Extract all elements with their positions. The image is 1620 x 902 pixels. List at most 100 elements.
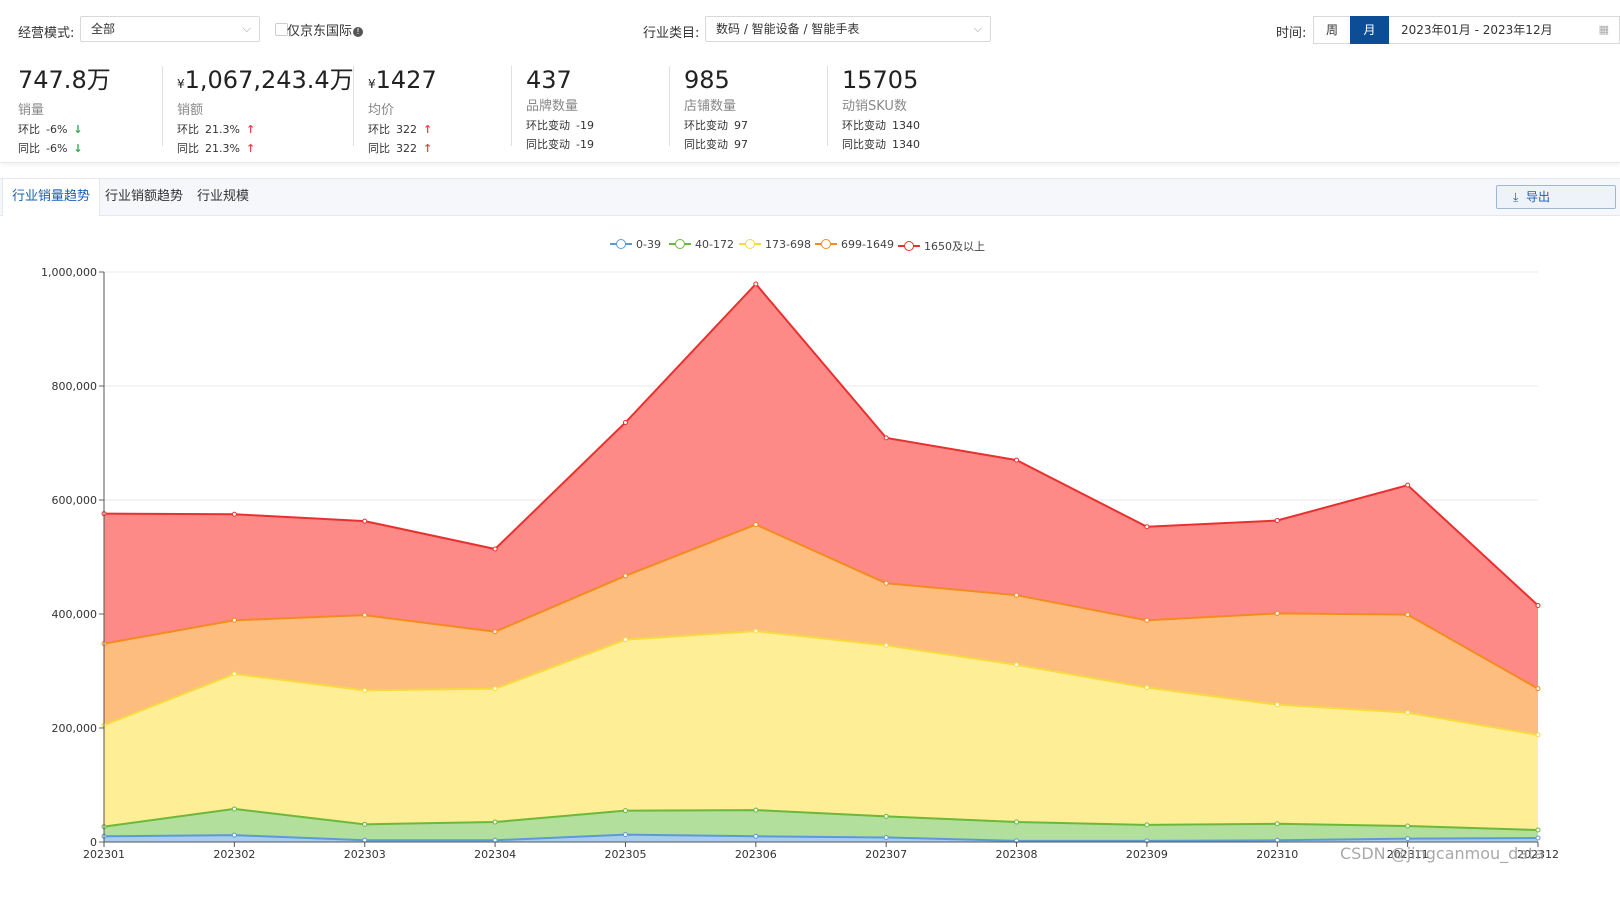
mode-select[interactable]: 全部 ⌵ xyxy=(80,16,260,42)
yoy-value: 1340 xyxy=(892,138,920,151)
data-point xyxy=(231,617,237,623)
data-point xyxy=(1274,837,1280,843)
tab-industry-scale[interactable]: 行业规模 xyxy=(197,189,250,204)
y-tick-label: 800,000 xyxy=(52,380,98,393)
legend-item-40-172[interactable]: 40-172 xyxy=(669,238,734,251)
yoy-label: 同比变动 xyxy=(684,138,728,151)
mom-label: 环比 xyxy=(177,123,199,136)
export-button[interactable]: ⤓ 导出 xyxy=(1496,185,1616,209)
metric-brand-count: 437 品牌数量 环比变动 -19 同比变动 -19 xyxy=(526,62,600,151)
metric-name: 店铺数量 xyxy=(684,99,737,114)
mom-value: 21.3% xyxy=(205,123,240,136)
watermark: CSDN @jingcanmou_data xyxy=(1340,844,1545,863)
data-point xyxy=(1144,822,1150,828)
data-point xyxy=(1274,821,1280,827)
metric-sales-volume: 747.8万 销量 环比 -6% ↓ 同比 -6% ↓ xyxy=(18,62,111,155)
data-point xyxy=(883,642,889,648)
divider xyxy=(162,66,163,146)
mom-value: -19 xyxy=(576,119,594,132)
time-label: 时间: xyxy=(1276,26,1307,41)
data-point xyxy=(1014,662,1020,668)
arrow-down-icon: ↓ xyxy=(73,142,83,155)
area-699-1649 xyxy=(104,524,1538,735)
data-point xyxy=(753,833,759,839)
metric-value: ¥1427 xyxy=(368,65,437,99)
chevron-down-icon: ⌵ xyxy=(242,22,251,35)
metric-mom: 环比 21.3% ↑ xyxy=(177,121,354,137)
data-point xyxy=(1405,710,1411,716)
tab-sales-volume-trend[interactable]: 行业销量趋势 xyxy=(2,179,101,216)
chart-legend: 0-39 40-172 173-698 699-1649 1650及以上 xyxy=(0,238,1590,254)
x-tick-label: 202303 xyxy=(344,848,386,861)
data-point xyxy=(492,546,498,552)
x-tick-label: 202309 xyxy=(1126,848,1168,861)
category-select[interactable]: 数码 / 智能设备 / 智能手表 ⌵ xyxy=(705,16,991,42)
jd-intl-label: 仅京东国际! xyxy=(287,20,364,39)
arrow-up-icon: ↑ xyxy=(423,142,433,155)
metric-sales-amount: ¥1,067,243.4万 销额 环比 21.3% ↑ 同比 21.3% ↑ xyxy=(177,62,354,155)
legend-item-0-39[interactable]: 0-39 xyxy=(610,238,661,251)
divider xyxy=(511,66,512,146)
y-tick-label: 200,000 xyxy=(52,722,98,735)
data-point xyxy=(1535,827,1541,833)
date-range-picker[interactable]: 2023年01月 - 2023年12月 ▦ xyxy=(1389,16,1620,44)
data-point xyxy=(1014,819,1020,825)
data-point xyxy=(883,580,889,586)
metric-value-text: 15705 xyxy=(842,66,919,94)
metric-mom: 环比 322 ↑ xyxy=(368,121,437,137)
data-point xyxy=(1014,457,1020,463)
data-point xyxy=(622,808,628,814)
calendar-icon: ▦ xyxy=(1598,23,1609,36)
legend-item-1650及以上[interactable]: 1650及以上 xyxy=(898,238,985,254)
metrics-panel: 747.8万 销量 环比 -6% ↓ 同比 -6% ↓ ¥1,067,243.4万 销额… xyxy=(0,62,1620,163)
filter-bar: 经营模式: 全部 ⌵ 仅京东国际! 行业类目: 数码 / 智能设备 / 智能手表… xyxy=(0,0,1620,62)
y-tick-label: 400,000 xyxy=(52,608,98,621)
week-toggle[interactable]: 周 xyxy=(1313,16,1351,44)
metric-yoy: 同比 -6% ↓ xyxy=(18,140,111,156)
metric-value: 437 xyxy=(526,65,600,95)
metric-name: 均价 xyxy=(368,103,395,118)
x-tick-label: 202302 xyxy=(213,848,255,861)
mom-label: 环比变动 xyxy=(526,119,570,132)
data-point xyxy=(753,807,759,813)
metric-yoy: 同比变动 -19 xyxy=(526,136,600,152)
metric-name: 销量 xyxy=(18,103,45,118)
data-point xyxy=(231,671,237,677)
series-line-1650及以上 xyxy=(103,282,1539,607)
data-point xyxy=(1014,592,1020,598)
month-toggle[interactable]: 月 xyxy=(1350,16,1389,44)
divider xyxy=(669,66,670,146)
data-point xyxy=(622,573,628,579)
series-line-40-172 xyxy=(103,807,1539,832)
data-point xyxy=(492,837,498,843)
tab-sales-amount-trend[interactable]: 行业销额趋势 xyxy=(105,189,184,204)
data-point xyxy=(753,628,759,634)
x-tick-label: 202306 xyxy=(735,848,777,861)
mom-label: 环比变动 xyxy=(842,119,886,132)
data-point xyxy=(362,612,368,618)
metric-value: 747.8万 xyxy=(18,65,111,99)
mom-label: 环比 xyxy=(18,123,40,136)
mom-value: 97 xyxy=(734,119,748,132)
data-point xyxy=(101,511,107,517)
metric-yoy: 同比 21.3% ↑ xyxy=(177,140,354,156)
mom-value: 322 xyxy=(396,123,417,136)
metric-name: 动销SKU数 xyxy=(842,99,907,114)
legend-item-699-1649[interactable]: 699-1649 xyxy=(815,238,894,251)
jd-intl-checkbox[interactable] xyxy=(275,23,288,36)
data-point xyxy=(1535,686,1541,692)
x-tick-label: 202308 xyxy=(996,848,1038,861)
data-point xyxy=(1535,732,1541,738)
data-point xyxy=(362,518,368,524)
yoy-value: 97 xyxy=(734,138,748,151)
y-tick-label: 0 xyxy=(90,836,97,849)
data-point xyxy=(362,821,368,827)
data-point xyxy=(1535,602,1541,608)
legend-item-173-698[interactable]: 173-698 xyxy=(739,238,811,251)
data-point xyxy=(231,832,237,838)
divider xyxy=(353,66,354,146)
arrow-up-icon: ↑ xyxy=(245,142,256,155)
info-icon[interactable]: ! xyxy=(353,27,364,37)
data-point xyxy=(753,281,759,287)
data-point xyxy=(492,819,498,825)
